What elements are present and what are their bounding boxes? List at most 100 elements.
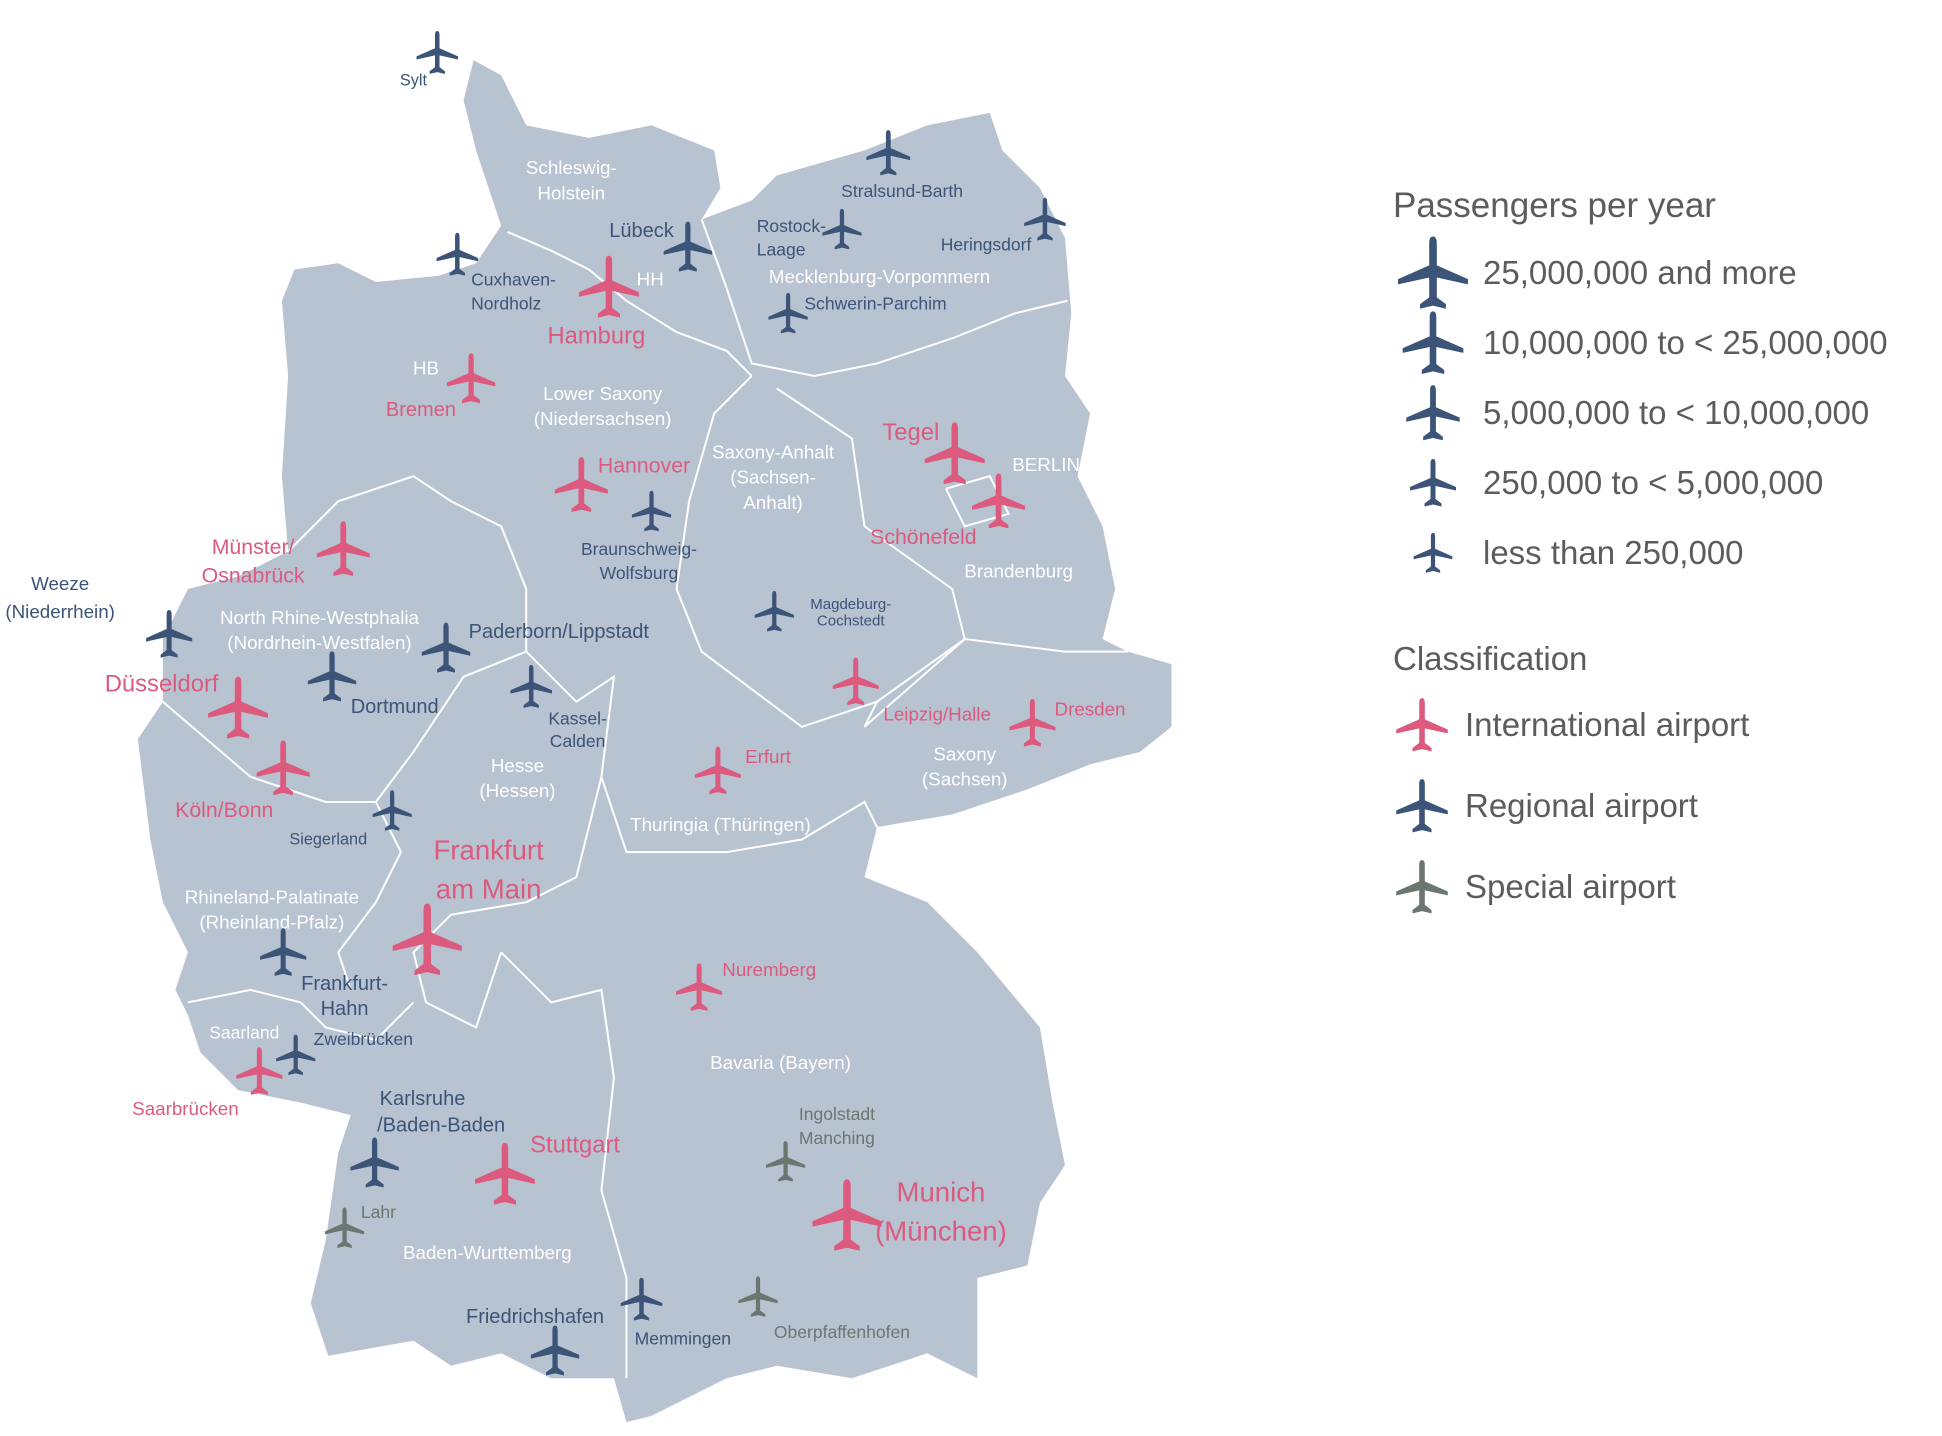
airport-label: Kassel- xyxy=(548,708,607,728)
legend-passenger-class: less than 250,000 xyxy=(1393,518,1888,588)
airplane-icon-wrap xyxy=(1393,778,1451,834)
region-label: Saxony xyxy=(933,744,996,765)
airport-label: Memmingen xyxy=(635,1328,731,1348)
airport-label: Erfurt xyxy=(745,746,792,767)
airport-label: Friedrichshafen xyxy=(466,1306,604,1328)
region-labels: Schleswig- Holstein Mecklenburg-Vorpommern… xyxy=(185,157,1080,1263)
region-label: Lower Saxony xyxy=(543,383,663,404)
state-border xyxy=(507,230,753,377)
legend-classification-label: International airport xyxy=(1465,705,1750,743)
region-label: (Nordrhein-Westfalen) xyxy=(227,632,411,653)
airport-label: (München) xyxy=(875,1215,1007,1246)
region-label: Rhineland-Palatinate xyxy=(185,886,359,907)
state-border xyxy=(500,951,628,1379)
airport-label: Stralsund-Barth xyxy=(841,181,963,201)
airport-label: Frankfurt xyxy=(434,835,545,866)
airport-label: Wolfsburg xyxy=(600,563,679,583)
state-border xyxy=(675,375,966,728)
airplane-icon-wrap xyxy=(1393,859,1451,915)
legend: Passengers per year 25,000,000 and more 1… xyxy=(1393,186,1888,927)
airport-label: Schwerin-Parchim xyxy=(804,294,946,314)
region-label: Bavaria (Bayern) xyxy=(710,1052,851,1073)
legend-passenger-class: 5,000,000 to < 10,000,000 xyxy=(1393,378,1888,448)
airport-label: Manching xyxy=(799,1128,875,1148)
legend-classification-special: Special airport xyxy=(1393,846,1888,927)
airport-label: (Niederrhein) xyxy=(5,601,115,622)
legend-passengers-title: Passengers per year xyxy=(1393,186,1716,225)
legend-passenger-class: 10,000,000 to < 25,000,000 xyxy=(1393,308,1888,378)
region-label: Brandenburg xyxy=(964,561,1073,582)
airplane-icon xyxy=(1394,778,1450,834)
legend-classification-international: International airport xyxy=(1393,684,1888,765)
airport-label: Tegel xyxy=(882,419,939,446)
airport-label: Calden xyxy=(550,731,606,751)
airplane-icon-wrap xyxy=(1393,532,1473,574)
airport-label: Rostock- xyxy=(757,216,826,236)
region-label: North Rhine-Westphalia xyxy=(220,607,420,628)
state-border xyxy=(287,475,528,652)
airport-label: Dortmund xyxy=(351,696,439,718)
region-label: (Sachsen) xyxy=(922,769,1008,790)
region-label: Baden-Wurttemberg xyxy=(403,1242,572,1263)
region-label: Schleswig- xyxy=(526,157,617,178)
airports-layer: Sylt Stralsund-Barth Rostock- Laage Heringsd… xyxy=(5,31,1126,1376)
airport-label: Osnabrück xyxy=(202,564,305,588)
airport-label: Sylt xyxy=(400,71,428,89)
legend-passenger-label: 25,000,000 and more xyxy=(1483,254,1797,291)
state-border xyxy=(600,776,878,854)
airport-label: Ingolstadt xyxy=(799,1104,875,1124)
airplane-icon-wrap xyxy=(1393,310,1473,376)
airport-label: Oberpfaffenhofen xyxy=(774,1322,910,1342)
airplane-icon xyxy=(1412,532,1454,574)
region-label: (Sachsen- xyxy=(730,467,816,488)
legend-classification-title: Classification xyxy=(1393,640,1588,677)
airport-label: Hannover xyxy=(598,453,690,477)
airport-label: Nuremberg xyxy=(722,959,816,980)
region-label: (Hessen) xyxy=(479,780,555,801)
airport-label: Hahn xyxy=(321,998,369,1020)
airport-label: Bremen xyxy=(386,399,456,421)
airport-label: Heringsdorf xyxy=(941,235,1032,255)
airport-label: Nordholz xyxy=(471,294,541,314)
airport-label: Dresden xyxy=(1055,698,1126,719)
state-border xyxy=(187,988,415,1042)
airport-label: Leipzig/Halle xyxy=(883,704,991,725)
region-label: BERLIN xyxy=(1012,454,1080,475)
region-label: Mecklenburg-Vorpommern xyxy=(769,266,990,287)
state-border xyxy=(945,474,1011,528)
region-label: Holstein xyxy=(537,182,605,203)
airport-label: Stuttgart xyxy=(530,1132,620,1159)
legend-passenger-label: 5,000,000 to < 10,000,000 xyxy=(1483,394,1870,431)
legend-classification-regional: Regional airport xyxy=(1393,765,1888,846)
airport-label: am Main xyxy=(436,873,542,904)
state-border xyxy=(700,219,1068,377)
airport-label: Magdeburg- xyxy=(810,596,891,613)
airport-label: Karlsruhe xyxy=(380,1088,466,1110)
legend-classification-label: Special airport xyxy=(1465,867,1676,905)
airport-label: Weeze xyxy=(31,573,89,594)
airport-label: Lübeck xyxy=(609,220,675,242)
state-border xyxy=(863,638,1128,728)
legend-passenger-label: 250,000 to < 5,000,000 xyxy=(1483,464,1824,501)
region-label: HB xyxy=(413,358,439,379)
legend-passenger-class: 250,000 to < 5,000,000 xyxy=(1393,448,1888,518)
airport-label: Siegerland xyxy=(289,831,367,849)
airport-label: Paderborn/Lippstadt xyxy=(469,621,650,643)
airport-label: Frankfurt- xyxy=(301,973,388,995)
state-border xyxy=(425,951,503,1029)
airport-label: Schönefeld xyxy=(870,525,976,549)
legend-passenger-label: 10,000,000 to < 25,000,000 xyxy=(1483,324,1888,361)
airplane-icon-wrap xyxy=(1393,235,1473,311)
region-label: Hesse xyxy=(491,755,544,776)
airplane-icon-wrap xyxy=(1393,697,1451,753)
airplane-icon xyxy=(1404,384,1462,442)
airport-label: Münster/ xyxy=(212,535,295,559)
airport-label: Cuxhaven- xyxy=(471,270,556,290)
legend-passenger-class: 25,000,000 and more xyxy=(1393,238,1888,308)
airplane-icon xyxy=(1394,859,1450,915)
airport-label: Saarbrücken xyxy=(132,1098,239,1119)
airplane-icon-regional[interactable] xyxy=(416,31,459,74)
airport-label: Düsseldorf xyxy=(105,671,219,698)
airport-label: Braunschweig- xyxy=(581,539,697,559)
